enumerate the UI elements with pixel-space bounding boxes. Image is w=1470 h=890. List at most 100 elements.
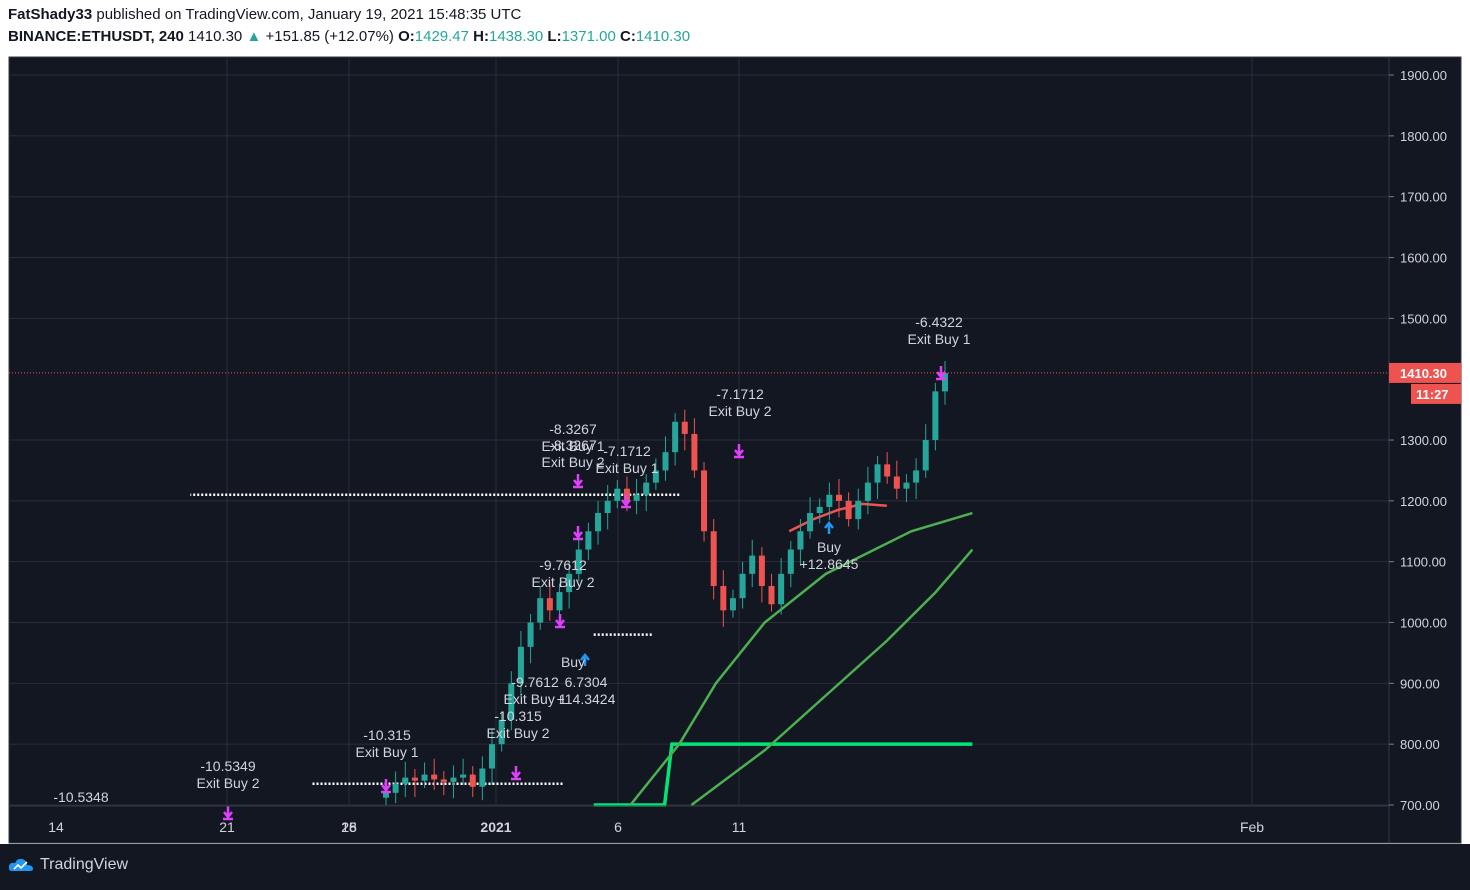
exit-arrow-icon	[555, 614, 565, 629]
trade-annotation-text: -7.1712	[716, 386, 764, 402]
candle-body	[807, 513, 814, 532]
chart-header: FatShady33 published on TradingView.com,…	[0, 0, 1470, 54]
up-arrow-icon: ▲	[246, 28, 262, 45]
series-layer	[190, 493, 974, 807]
time-tick-label: 11	[732, 819, 747, 835]
candle-body	[903, 482, 910, 489]
candle-body	[932, 391, 939, 441]
high-value: 1438.30	[489, 28, 544, 45]
candle-body	[431, 774, 438, 780]
trade-annotation-text: Exit Buy 1	[595, 460, 658, 476]
candle-body	[739, 573, 746, 599]
candle-body	[595, 513, 602, 532]
trade-annotation-text: +12.8645	[800, 556, 859, 572]
indicator-line-1	[593, 742, 973, 807]
candle-body	[816, 506, 823, 514]
trade-annotation-text: -9.7612	[539, 557, 587, 573]
candle-body	[710, 531, 717, 587]
time-tick-label: 14	[48, 819, 64, 835]
tradingview-logo[interactable]: TradingView	[8, 856, 128, 874]
candle-body	[691, 433, 698, 471]
indicator-line-2	[629, 511, 973, 806]
last-price-label: 1410.30	[1400, 366, 1447, 381]
time-tick-label: 21	[219, 819, 235, 835]
candle-body	[778, 573, 785, 605]
candle-body	[614, 488, 621, 501]
symbol-label[interactable]: BINANCE:ETHUSDT, 240	[8, 28, 184, 45]
candle-body	[681, 421, 688, 434]
price-tick-label: 1000.00	[1400, 616, 1447, 631]
trade-annotation-text: -7.1712	[603, 443, 651, 459]
trade-annotation-text: Exit Buy 2	[486, 725, 549, 741]
price-tick-label: 1800.00	[1400, 129, 1447, 144]
footer: TradingView	[0, 844, 1470, 890]
trade-annotation-text: -10.315	[363, 727, 411, 743]
trade-annotation-text: Exit Buy 1	[503, 691, 566, 707]
price-tick-label: 1900.00	[1400, 68, 1447, 83]
candle-body	[383, 792, 389, 798]
candle-body	[855, 500, 862, 520]
candle-body	[517, 646, 524, 684]
exit-arrow-icon	[573, 474, 583, 489]
low-label: L:	[547, 28, 562, 45]
close-label: C:	[619, 28, 636, 45]
price-tick-label: 1600.00	[1400, 251, 1447, 266]
price-tick-label: 700.00	[1400, 798, 1440, 813]
open-value: 1429.47	[414, 28, 469, 45]
publish-line: FatShady33 published on TradingView.com,…	[8, 6, 521, 23]
trade-annotation-text: -8.3267	[549, 437, 597, 453]
exit-arrow-icon	[621, 494, 631, 509]
candle-body	[469, 774, 476, 787]
trade-annotation-text: Exit Buy 2	[196, 775, 259, 791]
candle-body	[508, 683, 515, 720]
last-price-tag: 1410.30 11:27	[9, 362, 1461, 404]
indicator-line-3	[690, 548, 974, 807]
grid-lines	[9, 57, 1389, 806]
trade-annotation-text: Exit Buy 2	[531, 574, 594, 590]
buy-arrow-icon	[580, 652, 590, 666]
price-change: +151.85 (+12.07%)	[265, 28, 394, 45]
close-value: 1410.30	[635, 28, 691, 45]
price-axis: 1900.00 1800.00 1700.00 1600.00 1500.00 1300.…	[1389, 68, 1447, 813]
candle-body	[566, 573, 573, 593]
last-price: 1410.30	[188, 28, 243, 45]
trade-annotation-text: -9.7612	[511, 674, 559, 690]
candle-body	[421, 774, 428, 781]
candle-body	[701, 470, 708, 532]
candle-body	[884, 464, 891, 477]
trade-annotation-text: -8.3267	[549, 421, 597, 437]
exit-arrow-icon	[381, 779, 391, 794]
candle-body	[835, 494, 842, 501]
exit-arrow-icon	[223, 806, 233, 821]
last-price-box	[1389, 362, 1461, 383]
exit-arrow-icon	[573, 526, 583, 541]
candle-body	[537, 598, 544, 623]
trade-annotation-text: -10.5349	[200, 758, 255, 774]
candle-body	[652, 470, 659, 483]
price-tick-label: 1500.00	[1400, 311, 1447, 326]
candle-body	[556, 592, 563, 611]
trade-annotation-text: Buy	[817, 539, 841, 555]
chart-area[interactable]: -10.5348 -10.5349 Exit Buy 2 -10.315 Exit Bu…	[0, 54, 1470, 844]
price-tick-label: 900.00	[1400, 676, 1440, 691]
candle-body	[460, 774, 467, 778]
trade-annotation-text: Exit Buy 1	[355, 744, 418, 760]
candle-body	[913, 470, 920, 483]
low-value: 1371.00	[561, 28, 616, 45]
trade-annotation-text: Exit Buy 2	[708, 403, 771, 419]
candle-body	[893, 476, 900, 489]
price-tick-label: 1200.00	[1400, 494, 1447, 509]
trade-annotation-text: -10.5348	[53, 789, 108, 805]
candle-body	[749, 555, 756, 574]
time-tick-label: 6	[614, 819, 622, 835]
author-name[interactable]: FatShady33	[8, 6, 93, 23]
time-tick-label: 2021	[480, 819, 511, 835]
trade-annotation-text: -6.4322	[915, 314, 963, 330]
candle-body	[758, 555, 765, 587]
trade-annotation-text: Buy	[561, 654, 585, 670]
ma-red-segment	[788, 502, 887, 533]
candle-body	[411, 777, 418, 781]
